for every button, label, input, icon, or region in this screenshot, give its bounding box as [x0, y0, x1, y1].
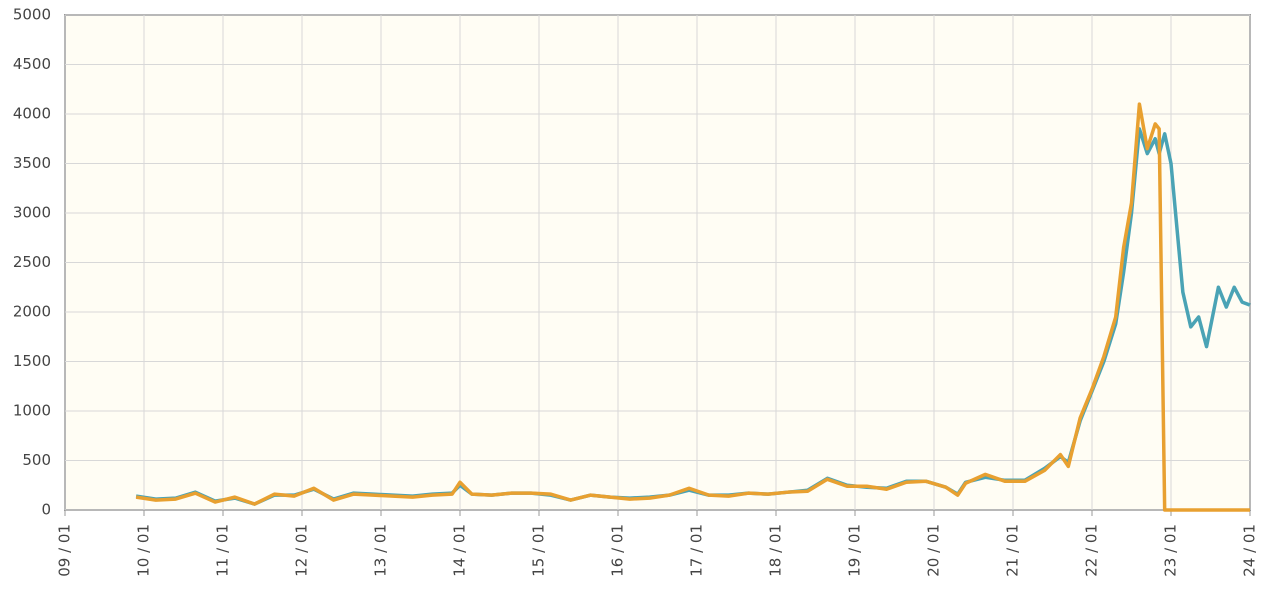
x-tick-label: 20 / 01	[925, 524, 943, 577]
y-tick-label: 4500	[13, 55, 51, 73]
x-tick-label: 13 / 01	[372, 524, 390, 577]
y-tick-label: 0	[41, 501, 51, 519]
x-tick-label: 17 / 01	[688, 524, 706, 577]
x-tick-label: 19 / 01	[846, 524, 864, 577]
y-tick-label: 4000	[13, 105, 51, 123]
x-tick-label: 23 / 01	[1162, 524, 1180, 577]
y-tick-label: 1500	[13, 352, 51, 370]
x-tick-label: 21 / 01	[1004, 524, 1022, 577]
x-tick-label: 10 / 01	[135, 524, 153, 577]
x-tick-label: 09 / 01	[56, 524, 74, 577]
x-tick-label: 11 / 01	[214, 524, 232, 577]
y-tick-label: 3000	[13, 204, 51, 222]
x-tick-label: 22 / 01	[1083, 524, 1101, 577]
x-tick-label: 15 / 01	[530, 524, 548, 577]
y-tick-label: 2000	[13, 303, 51, 321]
x-tick-label: 18 / 01	[767, 524, 785, 577]
y-tick-label: 3500	[13, 154, 51, 172]
x-tick-label: 12 / 01	[293, 524, 311, 577]
y-tick-label: 1000	[13, 402, 51, 420]
y-tick-label: 5000	[13, 6, 51, 24]
y-tick-label: 500	[22, 451, 51, 469]
x-tick-label: 14 / 01	[451, 524, 469, 577]
x-tick-label: 24 / 01	[1241, 524, 1259, 577]
series-line	[135, 102, 1250, 512]
x-tick-label: 16 / 01	[609, 524, 627, 577]
y-tick-label: 2500	[13, 253, 51, 271]
